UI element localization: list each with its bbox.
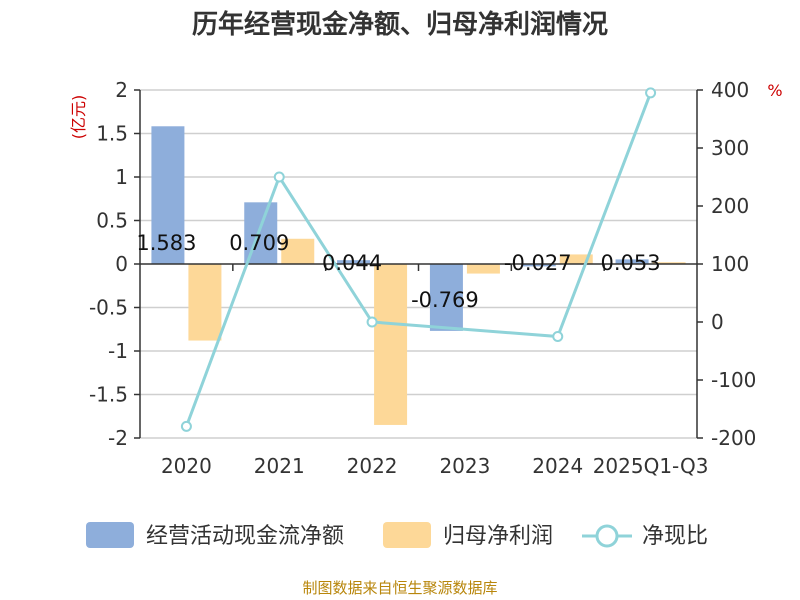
cashflow-bar bbox=[615, 259, 649, 264]
chart-title: 历年经营现金净额、归母净利润情况 bbox=[192, 9, 608, 40]
right-tick-label: -200 bbox=[711, 426, 756, 450]
legend-label-cashflow: 经营活动现金流净额 bbox=[146, 524, 344, 549]
cashflow-bar bbox=[522, 264, 556, 267]
x-axis-ticks: 2020 2021 2022 2023 2024 2025Q1-Q3 bbox=[161, 454, 709, 478]
data-labels: 1.583 0.709 0.044 -0.769 -0.027 0.053 bbox=[136, 231, 660, 312]
cashflow-data-label: 1.583 bbox=[136, 231, 196, 255]
left-tick-label: -0.5 bbox=[89, 296, 128, 320]
gridlines bbox=[140, 89, 697, 439]
left-tick-label: 2 bbox=[115, 78, 128, 102]
category-label: 2023 bbox=[439, 454, 490, 478]
left-tick-label: -1 bbox=[108, 339, 128, 363]
left-axis-unit: (亿元) bbox=[69, 95, 88, 140]
right-tick-label: -100 bbox=[711, 368, 756, 392]
axes bbox=[134, 89, 703, 439]
category-label: 2025Q1-Q3 bbox=[593, 454, 709, 478]
cashflow-bar bbox=[429, 264, 463, 331]
bars bbox=[151, 126, 686, 425]
ratio-line bbox=[180, 87, 657, 432]
legend-label-ratio: 净现比 bbox=[642, 524, 708, 549]
profit-bar bbox=[188, 264, 222, 341]
right-tick-label: 300 bbox=[711, 136, 749, 160]
profit-bar bbox=[281, 238, 315, 264]
legend-label-profit: 归母净利润 bbox=[443, 524, 553, 549]
source-note: 制图数据来自恒生聚源数据库 bbox=[302, 579, 497, 597]
ratio-point bbox=[645, 87, 657, 99]
right-tick-label: 100 bbox=[711, 252, 749, 276]
right-tick-label: 400 bbox=[711, 78, 749, 102]
left-tick-label: 0 bbox=[115, 252, 128, 276]
right-axis-unit: % bbox=[767, 81, 782, 100]
category-label: 2021 bbox=[254, 454, 305, 478]
profit-bar bbox=[559, 254, 593, 264]
left-tick-label: -2 bbox=[108, 426, 128, 450]
cashflow-data-label: -0.027 bbox=[504, 251, 572, 275]
left-tick-label: -1.5 bbox=[89, 383, 128, 407]
cashflow-bar bbox=[337, 260, 371, 264]
right-axis-ticks: 400 300 200 100 0 -100 -200 bbox=[711, 78, 756, 450]
ratio-point bbox=[273, 171, 285, 183]
cashflow-bar bbox=[151, 126, 185, 265]
category-label: 2024 bbox=[532, 454, 583, 478]
cashflow-data-label: -0.769 bbox=[411, 288, 479, 312]
left-tick-label: 1 bbox=[115, 165, 128, 189]
cashflow-data-label: 0.044 bbox=[322, 251, 382, 275]
left-tick-label: 1.5 bbox=[96, 122, 128, 146]
cashflow-data-label: 0.053 bbox=[601, 251, 661, 275]
legend: 经营活动现金流净额 归母净利润 净现比 bbox=[86, 522, 708, 549]
legend-swatch-profit bbox=[383, 522, 431, 548]
left-tick-label: 0.5 bbox=[96, 209, 128, 233]
ratio-point bbox=[366, 316, 378, 328]
right-tick-label: 0 bbox=[711, 310, 724, 334]
ratio-point bbox=[180, 420, 192, 432]
category-label: 2022 bbox=[347, 454, 398, 478]
cashflow-data-label: 0.709 bbox=[229, 231, 289, 255]
legend-marker-ratio bbox=[595, 524, 619, 548]
profit-bar bbox=[374, 264, 408, 425]
left-axis-ticks: 2 1.5 1 0.5 0 -0.5 -1 -1.5 -2 bbox=[89, 78, 128, 450]
profit-bar bbox=[466, 264, 500, 274]
right-tick-label: 200 bbox=[711, 194, 749, 218]
legend-swatch-cashflow bbox=[86, 522, 134, 548]
ratio-point bbox=[552, 331, 564, 342]
profit-bar bbox=[652, 262, 686, 264]
category-label: 2020 bbox=[161, 454, 212, 478]
